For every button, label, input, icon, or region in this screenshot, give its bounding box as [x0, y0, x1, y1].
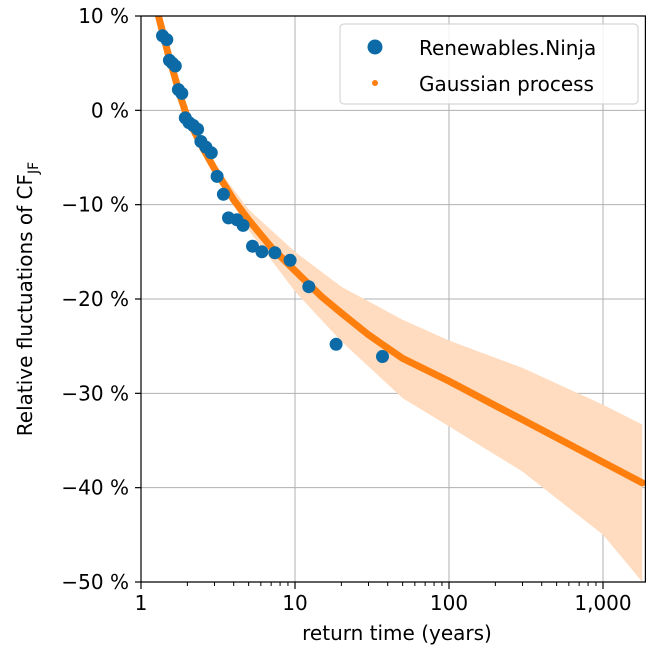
gp-confidence-band	[158, 16, 643, 582]
ninja-point-19	[246, 239, 259, 253]
confidence-band	[158, 16, 643, 582]
y-tick-label-4: −30 %	[61, 381, 129, 405]
y-axis-label-main: Relative fluctuations of CF	[13, 174, 37, 436]
x-tick-label-0: 1	[135, 591, 148, 615]
ninja-point-13	[204, 146, 218, 160]
legend-box	[339, 23, 639, 105]
x-ticks: 1 10 100 1,000	[135, 582, 632, 615]
ninja-point-6	[175, 86, 189, 100]
y-tick-label-6: −50 %	[61, 570, 129, 594]
x-tick-label-2: 100	[430, 591, 468, 615]
ninja-point-14	[210, 169, 224, 183]
ninja-point-21	[268, 246, 282, 260]
x-axis-label: return time (years)	[302, 621, 492, 645]
ninja-point-10	[191, 122, 205, 136]
ninja-point-4	[168, 59, 182, 73]
ninja-point-23	[302, 280, 316, 294]
legend: Renewables.Ninja Gaussian process	[339, 23, 639, 105]
ninja-point-24	[329, 337, 343, 351]
legend-marker-gp	[372, 80, 378, 86]
ninja-points	[156, 29, 389, 363]
x-tick-label-3: 1,000	[574, 591, 631, 615]
ninja-point-1	[160, 33, 174, 47]
y-tick-label-5: −40 %	[61, 476, 129, 500]
y-tick-label-0: 10 %	[78, 4, 129, 28]
legend-label-ninja: Renewables.Ninja	[419, 36, 596, 60]
ninja-point-25	[376, 350, 389, 363]
y-tick-label-2: −10 %	[61, 193, 129, 217]
ninja-point-18	[236, 218, 250, 232]
y-tick-label-3: −20 %	[61, 287, 129, 311]
ninja-point-22	[283, 253, 297, 267]
legend-marker-ninja	[367, 39, 383, 55]
ninja-point-20	[255, 245, 269, 259]
y-ticks: 10 % 0 % −10 % −20 % −30 % −40 % −50 %	[61, 4, 141, 594]
y-axis-label: Relative fluctuations of CFJF	[13, 162, 42, 436]
x-tick-label-1: 10	[282, 591, 307, 615]
y-tick-label-1: 0 %	[91, 98, 129, 122]
ninja-point-15	[216, 187, 230, 201]
legend-label-gp: Gaussian process	[419, 72, 594, 96]
y-axis-label-sub: JF	[26, 162, 42, 175]
